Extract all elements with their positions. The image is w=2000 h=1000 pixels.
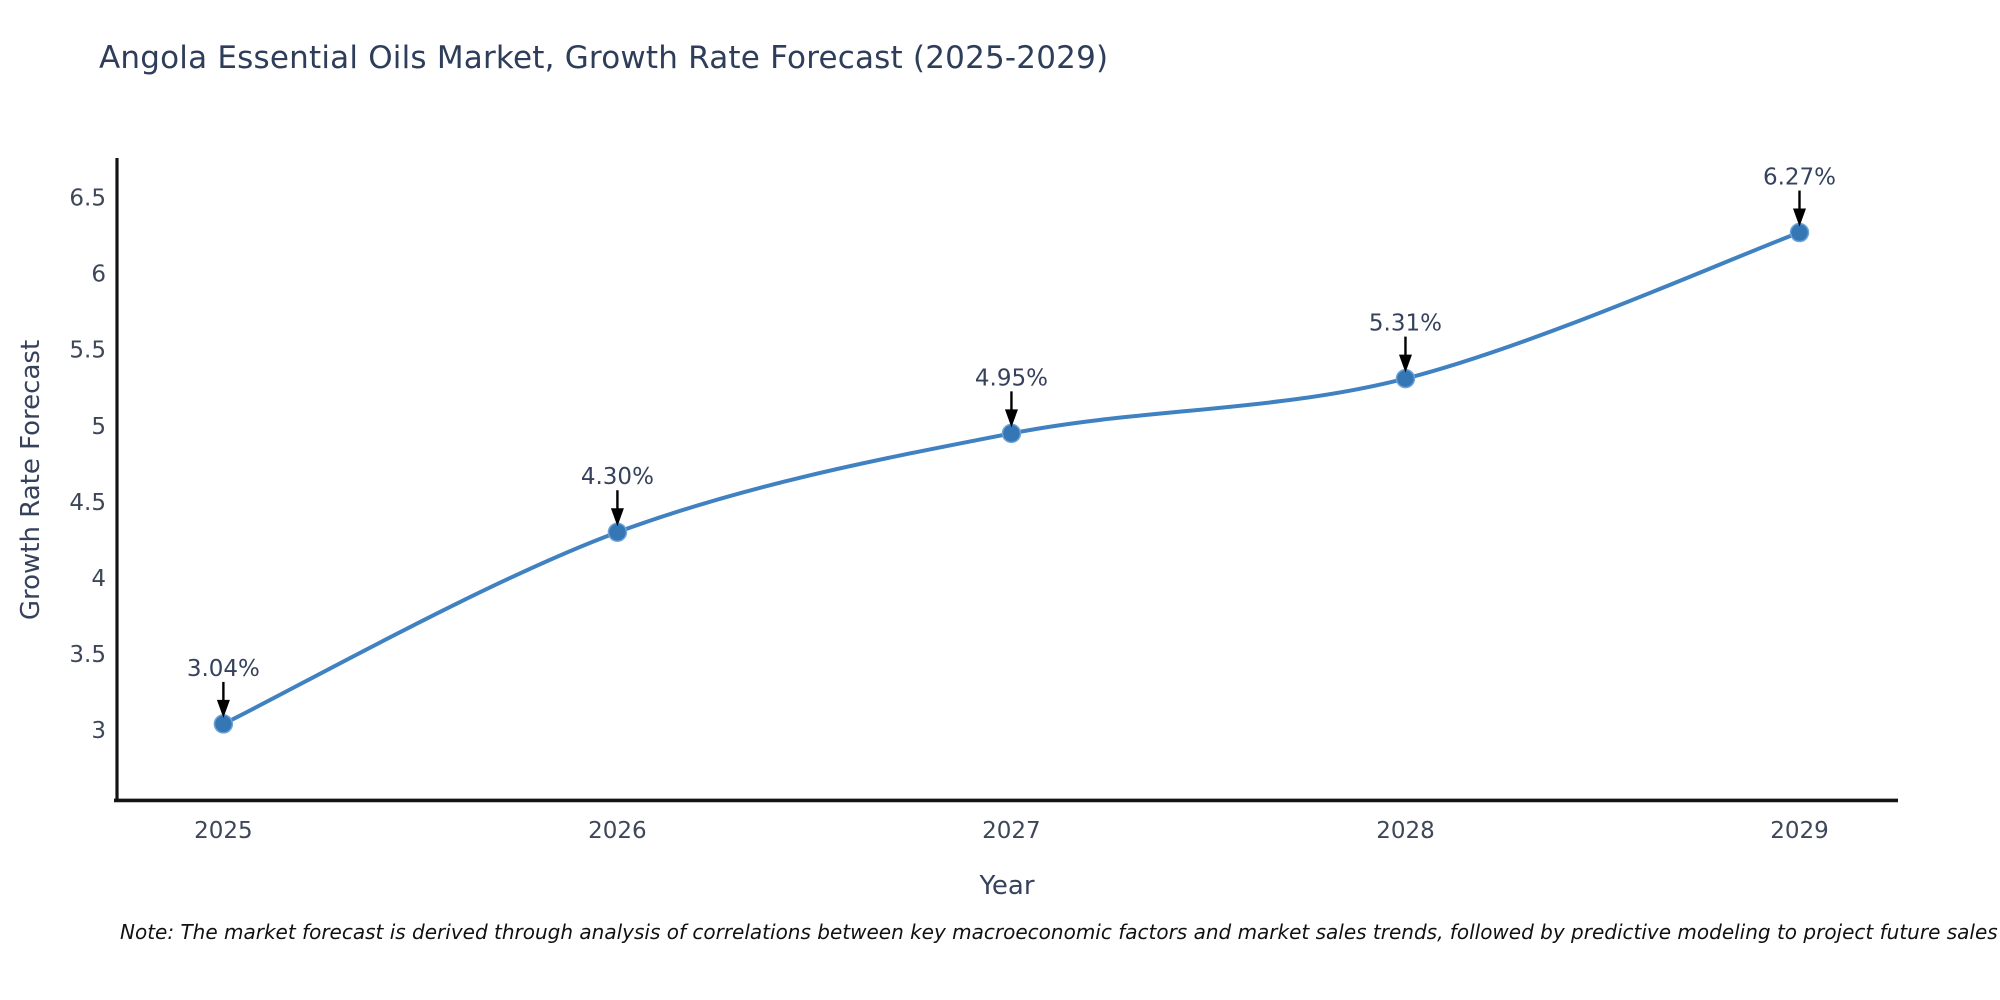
- y-tick-label: 3.5: [69, 642, 106, 668]
- y-tick-label: 5: [91, 414, 106, 440]
- annotation-label: 5.31%: [1369, 311, 1442, 337]
- x-axis-title: Year: [979, 871, 1035, 901]
- x-tick-label: 2025: [194, 818, 253, 844]
- x-tick-label: 2027: [982, 818, 1041, 844]
- x-tick-label: 2029: [1770, 818, 1829, 844]
- forecast-line: [221, 230, 1802, 726]
- x-tick-label: 2028: [1376, 818, 1435, 844]
- annotation-arrow-head: [1004, 409, 1018, 428]
- y-tick-label: 6.5: [69, 186, 106, 212]
- chart-title: Angola Essential Oils Market, Growth Rat…: [99, 40, 1109, 76]
- annotation-label: 4.30%: [581, 464, 654, 490]
- annotation-label: 4.95%: [975, 365, 1048, 391]
- annotation-label: 3.04%: [187, 656, 260, 682]
- annotation-label: 6.27%: [1763, 165, 1836, 191]
- y-tick-label: 4: [91, 566, 106, 592]
- annotation-arrow-head: [610, 508, 624, 527]
- annotation-arrow-head: [1792, 208, 1806, 227]
- x-tick-label: 2026: [588, 818, 647, 844]
- annotation-arrow-head: [1398, 354, 1412, 373]
- y-tick-label: 3: [91, 718, 106, 744]
- y-tick-label: 5.5: [69, 338, 106, 364]
- y-tick-label: 6: [91, 262, 106, 288]
- y-tick-label: 4.5: [69, 490, 106, 516]
- annotation-arrow-head: [216, 699, 230, 718]
- footnote: Note: The market forecast is derived thr…: [120, 920, 1998, 944]
